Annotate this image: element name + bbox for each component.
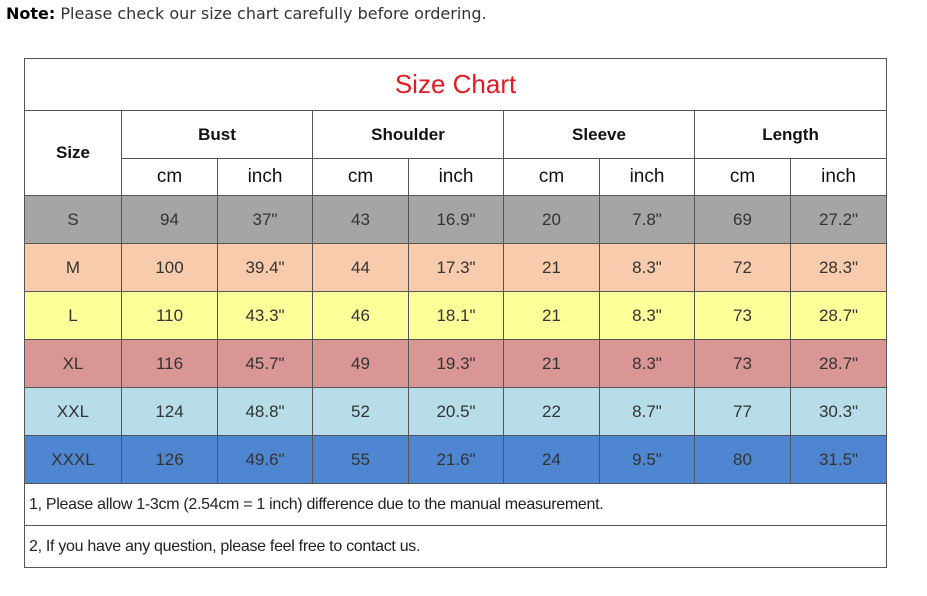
value-cell: 77	[694, 387, 791, 436]
value-cell: 17.3"	[408, 243, 504, 292]
value-cell: 30.3"	[789, 387, 888, 436]
value-cell: 44	[312, 243, 409, 292]
unit-header: inch	[789, 158, 888, 196]
value-cell: 124	[121, 387, 218, 436]
group-header-bust: Bust	[121, 110, 313, 159]
table-row: M 100 39.4" 44 17.3" 21 8.3" 72 28.3"	[24, 243, 888, 292]
unit-header: inch	[217, 158, 313, 196]
value-cell: 22	[503, 387, 600, 436]
value-cell: 28.7"	[789, 339, 888, 388]
value-cell: 19.3"	[408, 339, 504, 388]
value-cell: 52	[312, 387, 409, 436]
value-cell: 48.8"	[217, 387, 313, 436]
value-cell: 73	[694, 291, 791, 340]
value-cell: 69	[694, 195, 791, 244]
value-cell: 49	[312, 339, 409, 388]
value-cell: 73	[694, 339, 791, 388]
value-cell: 55	[312, 435, 409, 484]
size-cell: M	[24, 243, 122, 292]
value-cell: 46	[312, 291, 409, 340]
value-cell: 80	[694, 435, 791, 484]
unit-header: cm	[694, 158, 791, 196]
size-cell: XXL	[24, 387, 122, 436]
size-cell: XL	[24, 339, 122, 388]
value-cell: 49.6"	[217, 435, 313, 484]
value-cell: 110	[121, 291, 218, 340]
unit-header: cm	[312, 158, 409, 196]
value-cell: 45.7"	[217, 339, 313, 388]
unit-header: inch	[599, 158, 695, 196]
size-column-header: Size	[24, 110, 122, 196]
value-cell: 21	[503, 291, 600, 340]
value-cell: 37"	[217, 195, 313, 244]
value-cell: 8.3"	[599, 339, 695, 388]
value-cell: 7.8"	[599, 195, 695, 244]
value-cell: 94	[121, 195, 218, 244]
note-text: Please check our size chart carefully be…	[60, 4, 487, 23]
size-cell: XXXL	[24, 435, 122, 484]
value-cell: 20	[503, 195, 600, 244]
footnote-2: 2, If you have any question, please feel…	[23, 525, 888, 568]
value-cell: 72	[694, 243, 791, 292]
note-label: Note:	[6, 4, 56, 23]
value-cell: 126	[121, 435, 218, 484]
table-row: S 94 37" 43 16.9" 20 7.8" 69 27.2"	[24, 195, 888, 244]
value-cell: 16.9"	[408, 195, 504, 244]
value-cell: 9.5"	[599, 435, 695, 484]
value-cell: 21	[503, 243, 600, 292]
table-row: XXXL 126 49.6" 55 21.6" 24 9.5" 80 31.5"	[24, 435, 888, 484]
chart-title: Size Chart	[23, 58, 888, 111]
unit-header: inch	[408, 158, 504, 196]
table-row: XXL 124 48.8" 52 20.5" 22 8.7" 77 30.3"	[24, 387, 888, 436]
group-header-shoulder: Shoulder	[312, 110, 504, 159]
value-cell: 28.3"	[789, 243, 888, 292]
value-cell: 43.3"	[217, 291, 313, 340]
group-header-length: Length	[693, 110, 888, 159]
value-cell: 20.5"	[408, 387, 504, 436]
value-cell: 21.6"	[408, 435, 504, 484]
footnote-1: 1, Please allow 1-3cm (2.54cm = 1 inch) …	[23, 483, 888, 526]
note-line: Note: Please check our size chart carefu…	[6, 4, 487, 23]
size-cell: L	[24, 291, 122, 340]
value-cell: 39.4"	[217, 243, 313, 292]
value-cell: 24	[503, 435, 600, 484]
value-cell: 100	[121, 243, 218, 292]
size-chart: Size Chart Size Bust Shoulder Sleeve Len…	[23, 58, 888, 572]
size-chart-table: Size Chart Size Bust Shoulder Sleeve Len…	[23, 58, 888, 568]
unit-header: cm	[503, 158, 600, 196]
group-header-sleeve: Sleeve	[503, 110, 695, 159]
value-cell: 8.3"	[599, 243, 695, 292]
value-cell: 27.2"	[789, 195, 888, 244]
size-cell: S	[24, 195, 122, 244]
unit-header: cm	[121, 158, 218, 196]
value-cell: 8.3"	[599, 291, 695, 340]
value-cell: 116	[121, 339, 218, 388]
value-cell: 18.1"	[408, 291, 504, 340]
table-row: XL 116 45.7" 49 19.3" 21 8.3" 73 28.7"	[24, 339, 888, 388]
value-cell: 28.7"	[789, 291, 888, 340]
value-cell: 31.5"	[789, 435, 888, 484]
value-cell: 8.7"	[599, 387, 695, 436]
table-row: L 110 43.3" 46 18.1" 21 8.3" 73 28.7"	[24, 291, 888, 340]
value-cell: 21	[503, 339, 600, 388]
value-cell: 43	[312, 195, 409, 244]
